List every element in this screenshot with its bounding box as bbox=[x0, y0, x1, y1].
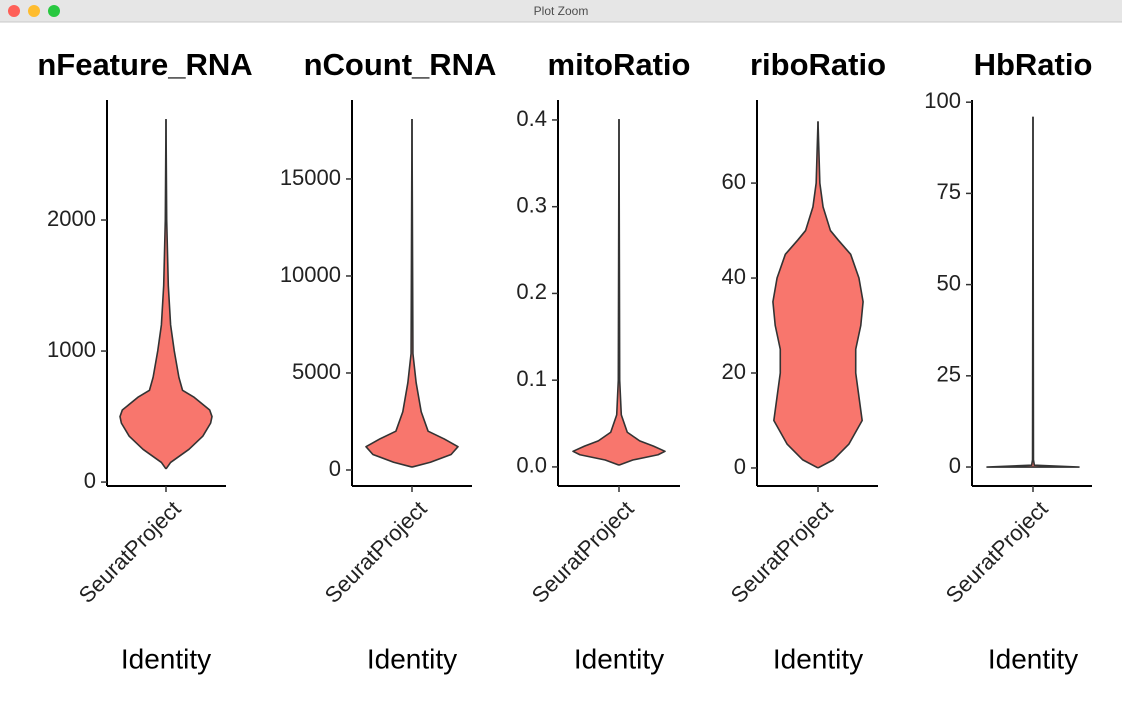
window-title: Plot Zoom bbox=[534, 4, 589, 18]
y-tick-label: 15000 bbox=[280, 165, 341, 190]
violin-half bbox=[1032, 116, 1080, 468]
x-axis-label: Identity bbox=[367, 643, 457, 674]
panel-title: nCount_RNA bbox=[304, 47, 497, 82]
panel-title: mitoRatio bbox=[548, 47, 691, 82]
violin-half bbox=[165, 119, 213, 470]
y-tick-label: 75 bbox=[937, 179, 961, 204]
violin-half bbox=[572, 119, 620, 466]
panel-title: riboRatio bbox=[750, 47, 886, 82]
x-axis-label: Identity bbox=[773, 643, 863, 674]
x-axis-label: Identity bbox=[121, 643, 211, 674]
y-tick-label: 0 bbox=[734, 454, 746, 479]
y-tick-label: 0 bbox=[84, 468, 96, 493]
y-tick-label: 25 bbox=[937, 362, 961, 387]
close-button[interactable] bbox=[8, 5, 20, 17]
zoom-button[interactable] bbox=[48, 5, 60, 17]
y-tick-label: 50 bbox=[937, 270, 961, 295]
y-tick-label: 2000 bbox=[47, 206, 96, 231]
panel-title: nFeature_RNA bbox=[37, 47, 252, 82]
violin-half bbox=[119, 119, 167, 470]
violin-half bbox=[772, 121, 819, 469]
y-tick-label: 0.4 bbox=[516, 106, 547, 131]
minimize-button[interactable] bbox=[28, 5, 40, 17]
panel-title: HbRatio bbox=[974, 47, 1093, 82]
y-tick-label: 10000 bbox=[280, 262, 341, 287]
violin-half bbox=[817, 121, 864, 469]
y-tick-label: 0.0 bbox=[516, 453, 547, 478]
y-tick-label: 0.2 bbox=[516, 279, 547, 304]
y-tick-label: 20 bbox=[722, 359, 746, 384]
y-tick-label: 60 bbox=[722, 169, 746, 194]
violin-half bbox=[411, 119, 459, 468]
x-axis-label: Identity bbox=[574, 643, 664, 674]
violin-half bbox=[365, 119, 413, 468]
y-tick-label: 1000 bbox=[47, 337, 96, 362]
y-tick-label: 40 bbox=[722, 264, 746, 289]
y-tick-label: 0 bbox=[329, 456, 341, 481]
y-tick-label: 0 bbox=[949, 453, 961, 478]
x-axis-label: Identity bbox=[988, 643, 1078, 674]
violin-half bbox=[618, 119, 666, 466]
y-tick-label: 0.1 bbox=[516, 366, 547, 391]
y-tick-label: 0.3 bbox=[516, 193, 547, 218]
y-tick-label: 5000 bbox=[292, 359, 341, 384]
title-bar bbox=[0, 0, 1122, 22]
y-tick-label: 100 bbox=[924, 88, 961, 113]
